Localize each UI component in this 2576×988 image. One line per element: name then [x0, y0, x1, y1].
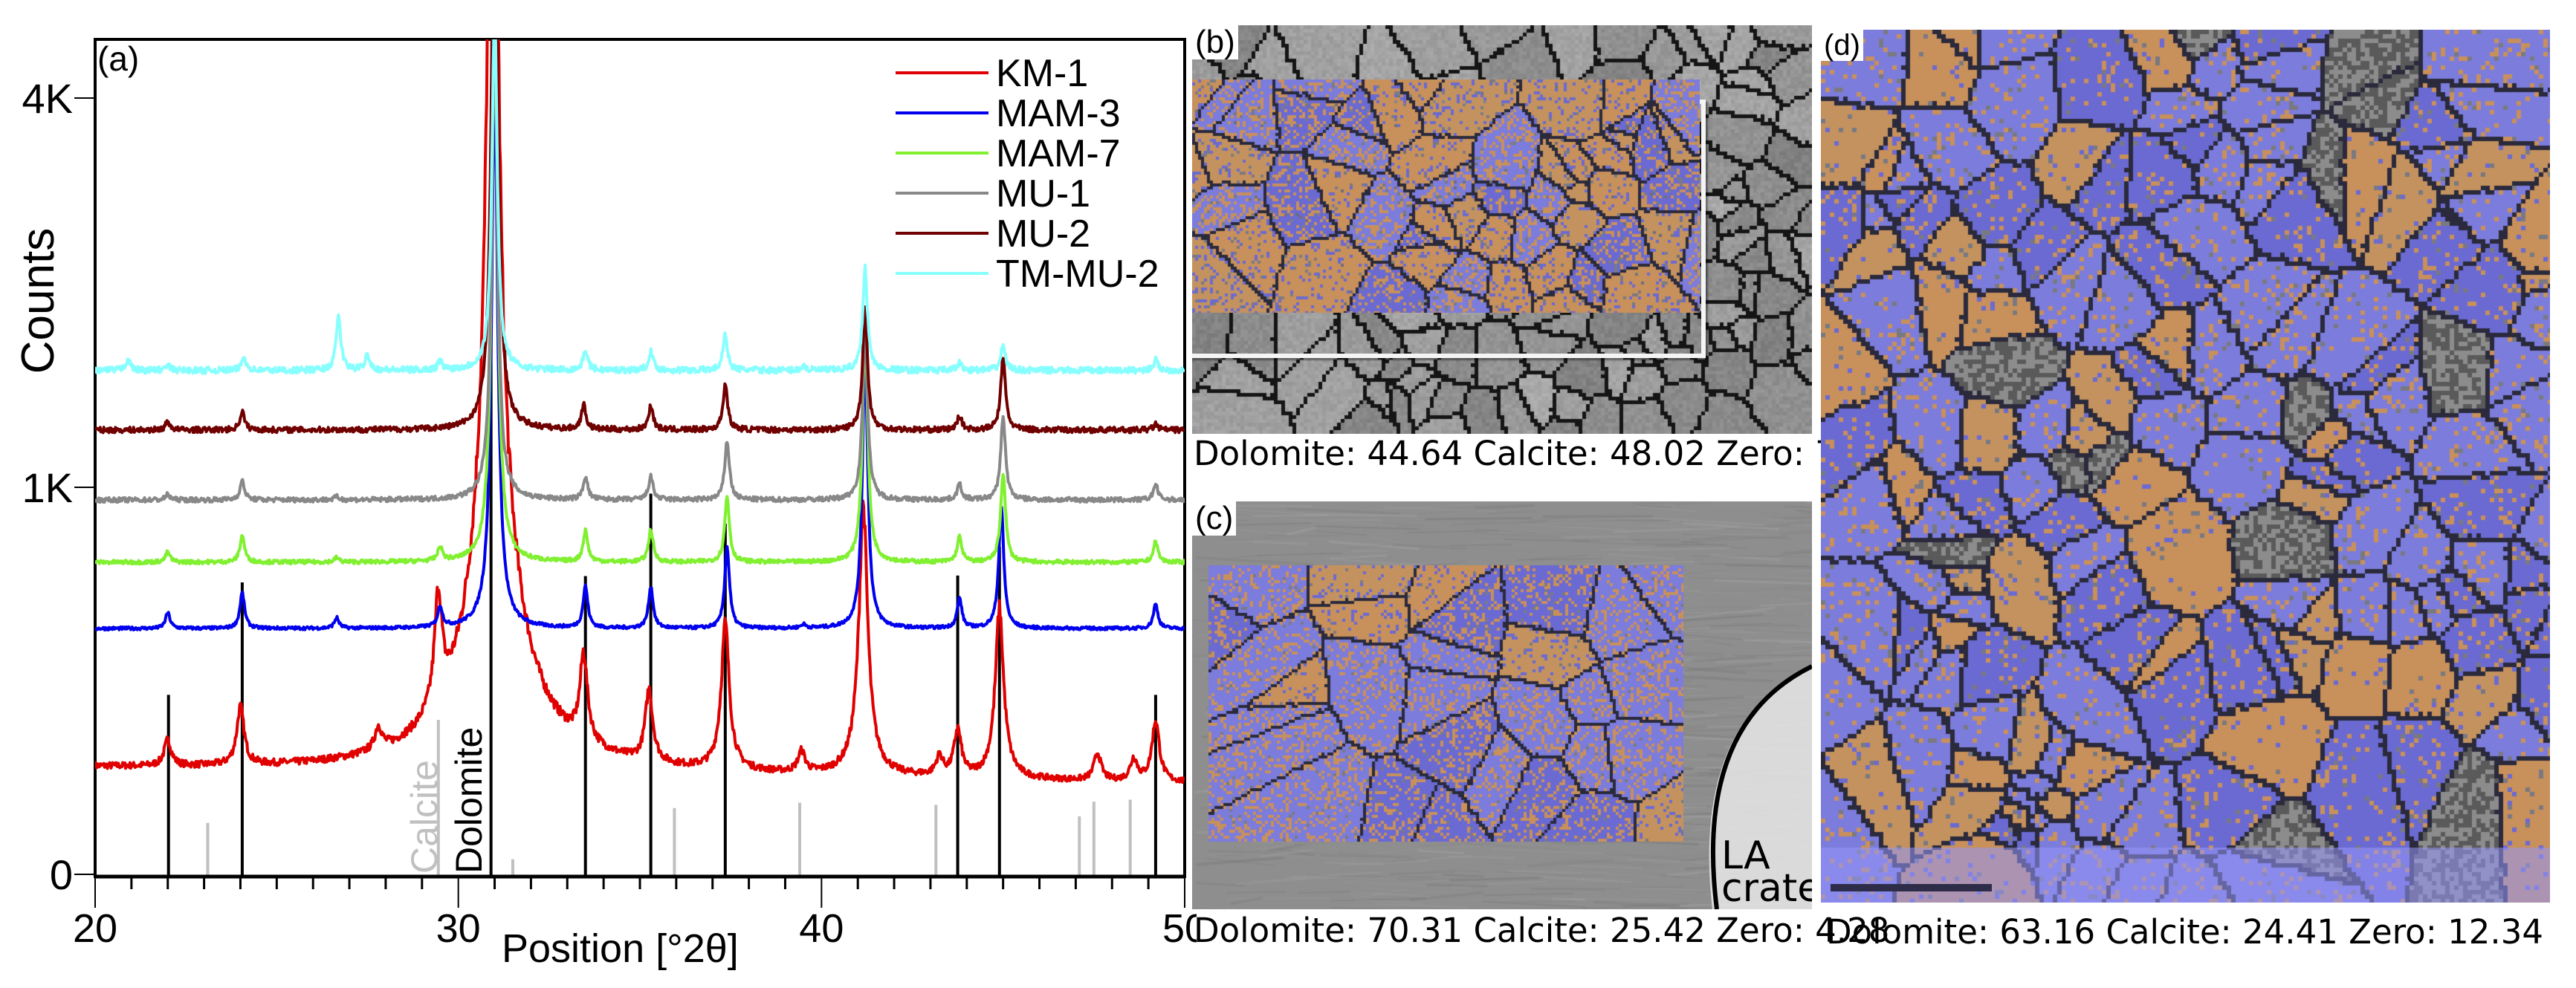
- panel-b-caption: Dolomite: 44.64 Calcite: 48.02 Zero: 7.3…: [1194, 434, 1890, 473]
- map-bottom-band: [1821, 848, 2550, 903]
- panel-c-caption: Dolomite: 70.31 Calcite: 25.42 Zero: 4.2…: [1194, 911, 1890, 950]
- legend-item-mu-1: MU-1: [896, 172, 1090, 215]
- panel-c-ebsd-map: LA crater (c): [1192, 501, 1812, 909]
- la-crater-label: LA crater: [1721, 833, 1812, 909]
- scale-bar: [1831, 884, 1992, 891]
- panel-label-a: (a): [97, 39, 139, 78]
- series-mu-2-line: [95, 39, 1185, 435]
- dolomite-reference-label: Dolomite: [448, 727, 490, 874]
- panel-label-d: (d): [1821, 30, 1863, 61]
- series-km-1-line: [95, 39, 1185, 784]
- legend-label: MAM-7: [996, 132, 1121, 175]
- panel-label-b: (b): [1192, 25, 1238, 59]
- legend-item-mam-7: MAM-7: [896, 132, 1121, 175]
- y-tick-label: 4K: [22, 75, 74, 122]
- legend-item-tm-mu-2: TM-MU-2: [896, 253, 1159, 296]
- phase-map-overlay: [1192, 79, 1700, 313]
- legend-item-mu-2: MU-2: [896, 212, 1090, 256]
- series-mam-3-line: [95, 71, 1185, 631]
- series-mu-1-line: [95, 39, 1185, 504]
- y-tick-label: 1K: [22, 464, 74, 511]
- legend-item-km-1: KM-1: [896, 52, 1088, 95]
- panel-b-ebsd-map: (b): [1192, 25, 1812, 434]
- legend-label: KM-1: [996, 52, 1088, 95]
- la-crater-outline: [1709, 661, 1812, 909]
- legend: KM-1 MAM-3 MAM-7 MU-1 MU-2 TM-MU-2: [896, 52, 1159, 296]
- panel-d-ebsd-map: (d): [1821, 30, 2550, 903]
- legend-label: MU-2: [996, 212, 1090, 256]
- phase-map-overlay: [1208, 565, 1683, 842]
- x-tick-label: 40: [799, 906, 844, 951]
- y-tick-label: 0: [50, 851, 73, 898]
- legend-label: TM-MU-2: [996, 253, 1159, 296]
- panel-d-caption: Dolomite: 63.16 Calcite: 24.41 Zero: 12.…: [1826, 912, 2543, 952]
- panel-label-c: (c): [1192, 501, 1237, 536]
- phase-map-overlay: [1821, 30, 2550, 903]
- x-tick-label: 20: [73, 906, 117, 951]
- legend-label: MAM-3: [996, 92, 1121, 135]
- y-axis-label: Counts: [13, 228, 64, 374]
- x-tick-label: 30: [436, 906, 481, 951]
- calcite-reference-label: Calcite: [404, 760, 445, 874]
- legend-label: MU-1: [996, 172, 1090, 215]
- series-tm-mu-2-line: [95, 39, 1185, 375]
- series-mam-7-line: [95, 39, 1185, 566]
- legend-item-mam-3: MAM-3: [896, 92, 1121, 135]
- x-tick-label: 50: [1162, 906, 1197, 951]
- x-axis-label: Position [°2θ]: [502, 926, 739, 971]
